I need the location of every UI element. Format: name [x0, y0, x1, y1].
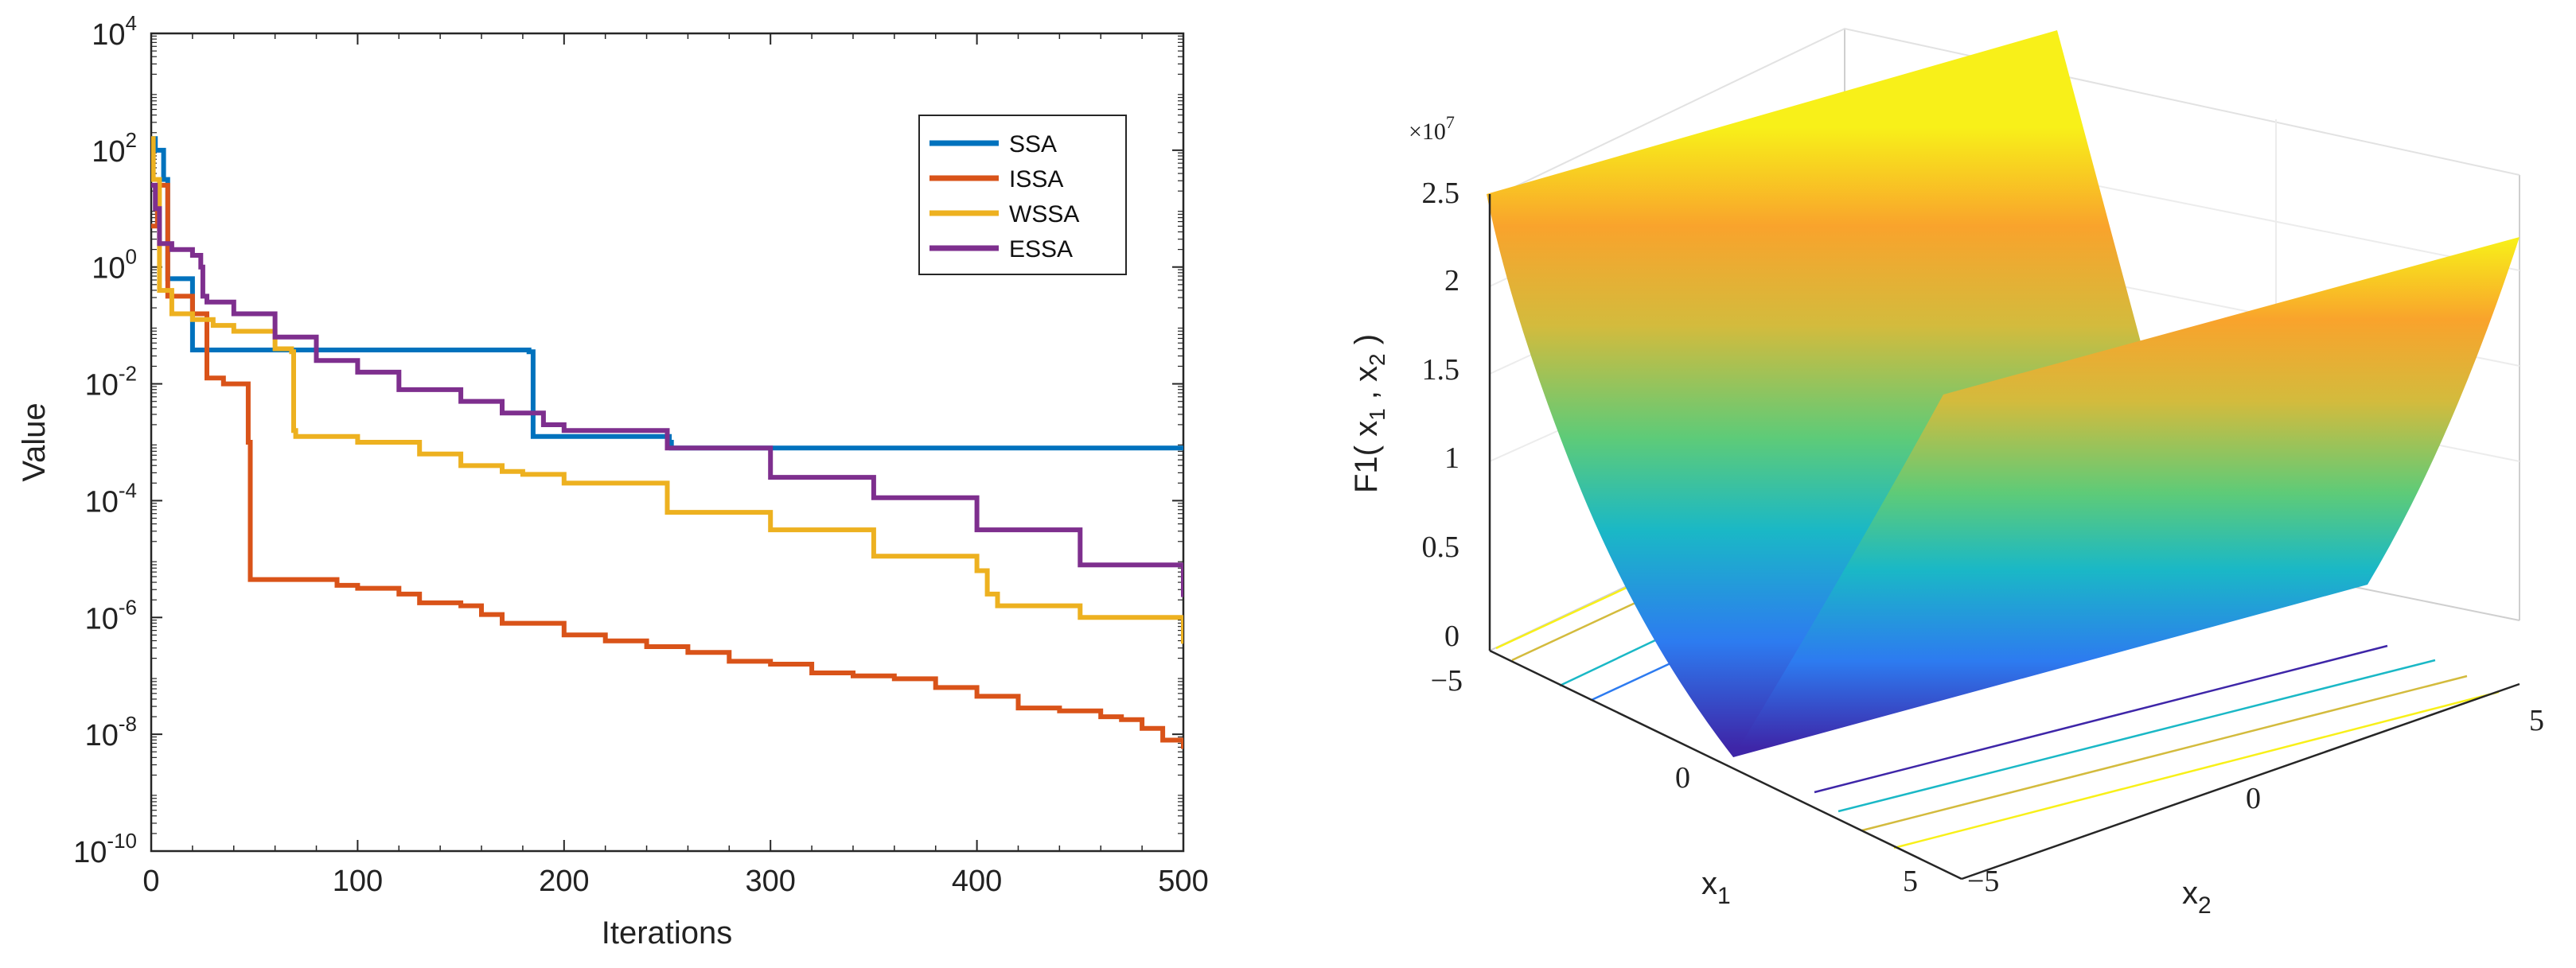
- convergence-chart: 0 100 200 300 400 500 10410210010-210-410-610…: [17, 11, 1209, 951]
- contour-line: [1861, 674, 2468, 832]
- z-axis-label: F1( x1 , x2 ): [1349, 334, 1389, 493]
- contour-line: [1814, 644, 2388, 794]
- x2-tick: −5: [1967, 865, 1999, 898]
- x-tick-label: 0: [142, 865, 159, 898]
- x1-tick: 0: [1675, 761, 1690, 795]
- x2-tick: 5: [2529, 704, 2544, 737]
- y-tick-label: 104: [92, 11, 137, 52]
- legend-label-issa: ISSA: [1009, 166, 1063, 192]
- x1-axis-label: x1: [1701, 866, 1731, 909]
- x-tick-label: 300: [745, 865, 795, 898]
- z-tick: 2: [1444, 264, 1459, 297]
- y-tick-label: 102: [92, 128, 137, 169]
- contour-line: [1837, 659, 2436, 813]
- z-tick: 0: [1444, 620, 1459, 653]
- surface-chart: 2.5 2 1.5 1 0.5 0 ×107 −5 0 5 −5 0 5 x1 …: [1349, 27, 2544, 919]
- x-axis-ticks: 0 100 200 300 400 500: [142, 33, 1209, 898]
- y-axis-ticks: 104 102 100 10-2 10-4 10-6 10-8 10-10: [73, 11, 1183, 869]
- legend: SSA ISSA WSSA ESSA: [918, 115, 1127, 275]
- series-line-essa: [151, 182, 1183, 597]
- legend-label-ssa: SSA: [1009, 131, 1057, 157]
- series-lines: [151, 136, 1183, 749]
- z-tick: 0.5: [1422, 531, 1460, 564]
- y-tick-label: 10-4: [85, 478, 137, 519]
- surface: [1487, 30, 2519, 757]
- y-tick-label: 10-6: [85, 595, 137, 636]
- y-tick-label: 10-8: [85, 712, 137, 752]
- surface-front-face: [1733, 237, 2519, 757]
- legend-label-wssa: WSSA: [1009, 201, 1079, 227]
- legend-label-essa: ESSA: [1009, 236, 1073, 262]
- y-tick-label: 10-2: [85, 362, 137, 402]
- y-tick-label: 10-10: [73, 829, 137, 869]
- x-tick-label: 200: [539, 865, 589, 898]
- z-tick: 2.5: [1422, 177, 1460, 210]
- series-line-wssa: [151, 136, 1183, 644]
- x1-tick: −5: [1431, 664, 1463, 698]
- x2-axis-label: x2: [2182, 876, 2212, 919]
- x-tick-label: 500: [1158, 865, 1208, 898]
- contour-line: [1893, 690, 2500, 849]
- x-axis-label: Iterations: [602, 916, 733, 951]
- x-tick-label: 400: [952, 865, 1002, 898]
- z-ticks: 2.5 2 1.5 1 0.5 0: [1422, 177, 1460, 653]
- y-tick-label: 100: [92, 245, 137, 286]
- x2-ticks: −5 0 5: [1967, 704, 2544, 898]
- x-tick-label: 100: [333, 865, 383, 898]
- x1-tick: 5: [1903, 865, 1918, 898]
- z-tick: 1: [1444, 441, 1459, 475]
- z-tick: 1.5: [1422, 353, 1460, 387]
- x2-tick: 0: [2246, 782, 2261, 815]
- series-line-ssa: [151, 136, 1183, 451]
- axis-edges: [1488, 194, 2520, 881]
- y-axis-label: Value: [17, 402, 52, 481]
- series-line-issa: [151, 182, 1183, 749]
- x1-ticks: −5 0 5: [1431, 664, 1918, 898]
- z-exponent: ×107: [1409, 112, 1455, 145]
